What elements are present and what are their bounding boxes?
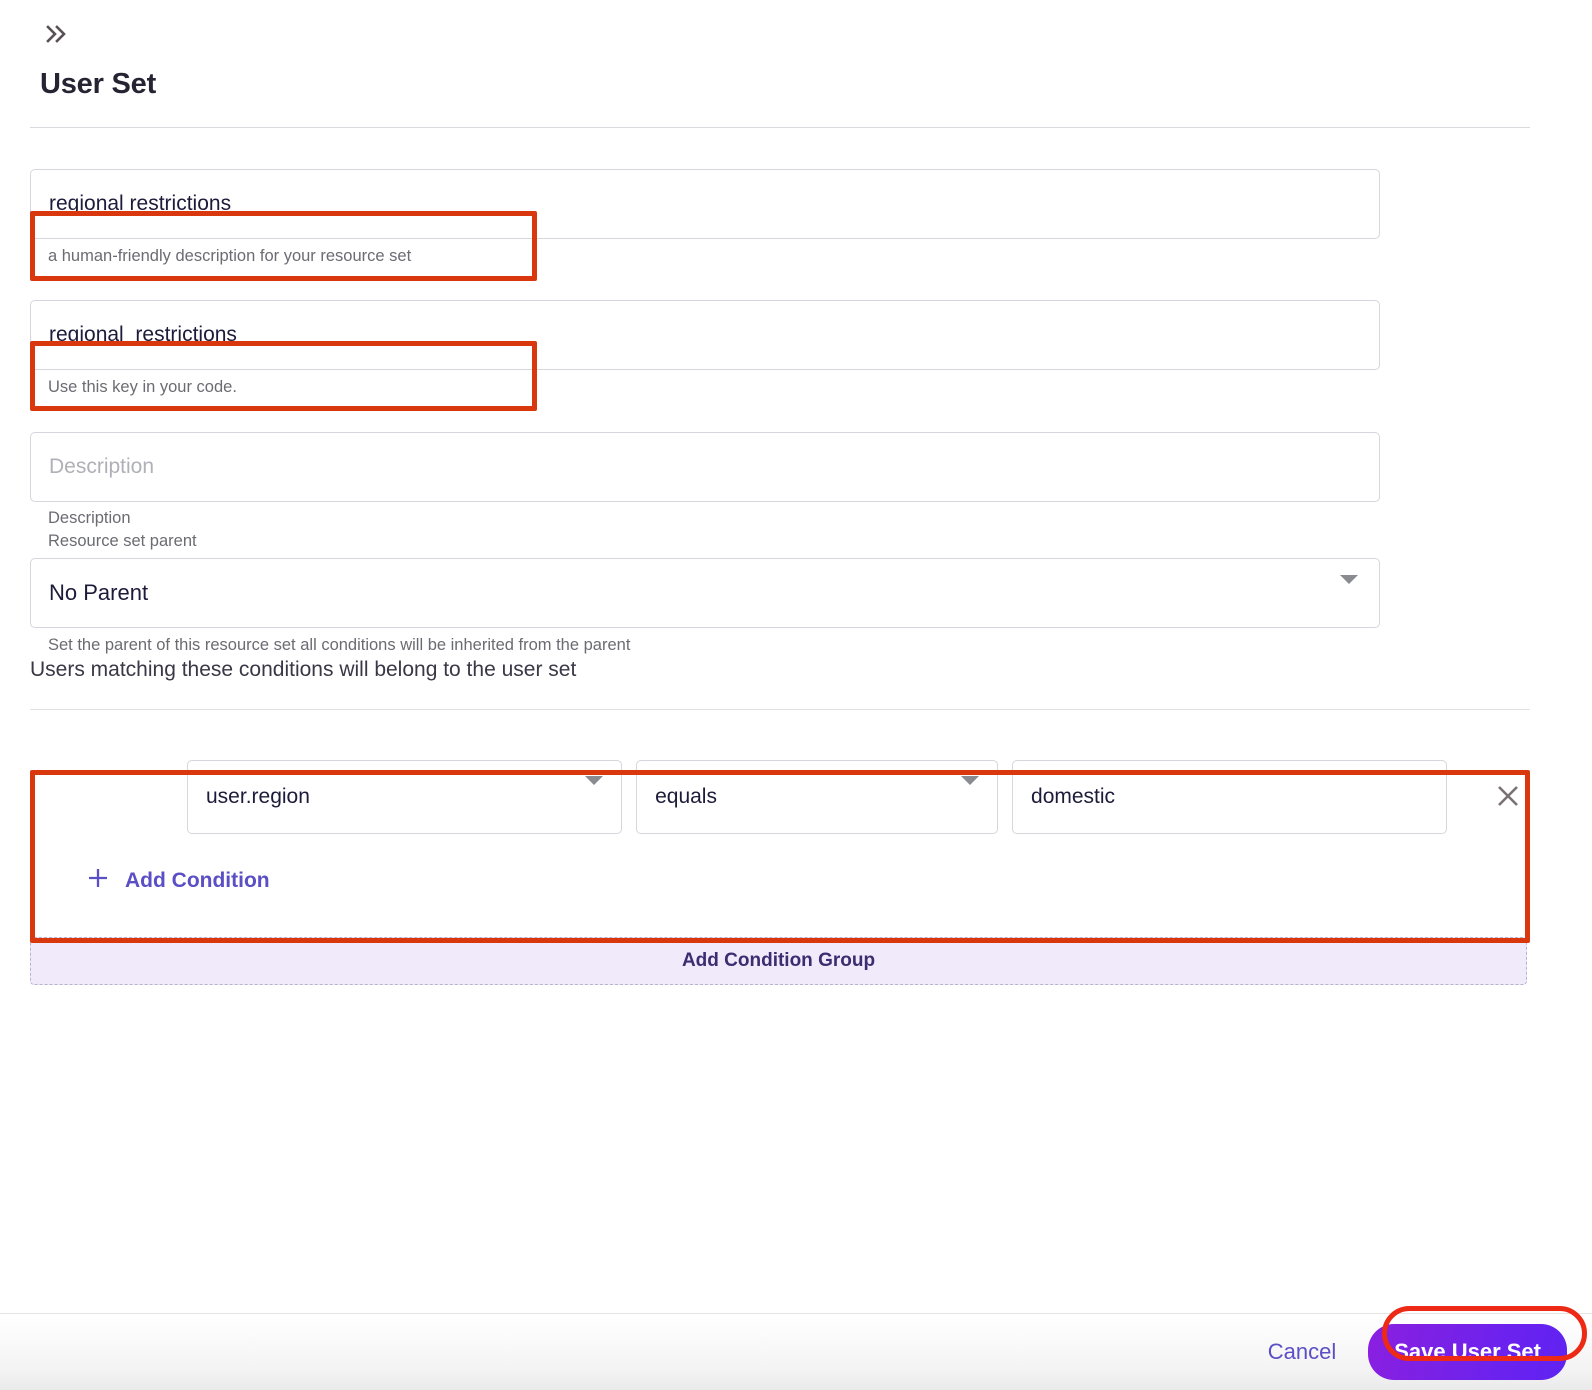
resource-set-parent-value: No Parent bbox=[49, 579, 149, 605]
condition-operator-select[interactable]: equals bbox=[636, 760, 999, 835]
double-chevron-right-icon bbox=[44, 24, 70, 44]
conditions-divider bbox=[30, 709, 1530, 711]
chevron-down-icon bbox=[585, 776, 604, 809]
remove-condition-button[interactable] bbox=[1485, 774, 1530, 820]
resource-set-parent-select[interactable]: No Parent bbox=[30, 557, 1380, 628]
topbar bbox=[0, 0, 1592, 68]
add-condition-group-button[interactable]: Add Condition Group bbox=[30, 937, 1527, 986]
header-divider bbox=[30, 127, 1530, 128]
condition-group: user.region equals Add Condition bbox=[30, 728, 1530, 923]
save-user-set-button[interactable]: Save User Set bbox=[1368, 1324, 1567, 1380]
key-field-block: Use this key in your code. bbox=[30, 300, 1562, 398]
condition-attribute-select[interactable]: user.region bbox=[187, 760, 623, 835]
description-field-block: Description Resource set parent bbox=[30, 431, 1562, 555]
user-set-form: a human-friendly description for your re… bbox=[0, 128, 1592, 711]
description-helper-text: Description bbox=[48, 508, 131, 527]
chevron-down-icon bbox=[961, 776, 980, 809]
footer-action-bar: Cancel Save User Set bbox=[0, 1313, 1592, 1390]
add-condition-group-label: Add Condition Group bbox=[681, 950, 876, 972]
name-field-block: a human-friendly description for your re… bbox=[30, 169, 1562, 267]
collapse-panel-button[interactable] bbox=[40, 17, 74, 51]
page-header: User Set bbox=[0, 68, 1592, 128]
close-icon bbox=[1493, 781, 1523, 814]
condition-operator-value: equals bbox=[655, 785, 717, 809]
parent-helper-text: Set the parent of this resource set all … bbox=[48, 635, 631, 654]
page-title: User Set bbox=[40, 68, 157, 100]
key-helper-text: Use this key in your code. bbox=[48, 378, 237, 397]
cancel-button[interactable]: Cancel bbox=[1254, 1331, 1350, 1373]
condition-row: user.region equals bbox=[30, 760, 1530, 835]
key-input[interactable] bbox=[30, 300, 1380, 371]
conditions-note: Users matching these conditions will bel… bbox=[30, 658, 577, 682]
condition-value-input[interactable] bbox=[1012, 760, 1448, 835]
name-helper-text: a human-friendly description for your re… bbox=[48, 247, 412, 265]
plus-icon bbox=[85, 865, 111, 896]
resource-set-parent-label: Resource set parent bbox=[48, 532, 197, 551]
add-condition-button[interactable]: Add Condition bbox=[85, 865, 270, 896]
add-condition-label: Add Condition bbox=[125, 868, 270, 892]
description-input[interactable] bbox=[30, 431, 1380, 502]
name-input[interactable] bbox=[30, 169, 1380, 239]
condition-attribute-value: user.region bbox=[206, 785, 310, 809]
parent-field-block: No Parent Set the parent of this resourc… bbox=[30, 557, 1562, 656]
